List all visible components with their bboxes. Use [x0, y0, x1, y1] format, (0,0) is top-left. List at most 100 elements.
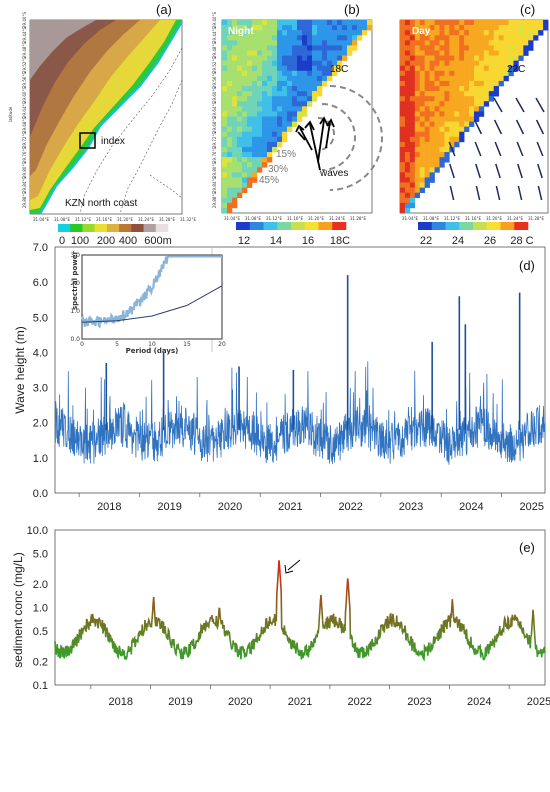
- sst-cell: [404, 101, 411, 107]
- sst-cell: [503, 55, 509, 61]
- sst-cell: [459, 116, 465, 122]
- sst-cell: [538, 20, 544, 26]
- sst-cell: [232, 35, 238, 41]
- sst-cell: [287, 25, 293, 31]
- sst-cell: [528, 20, 534, 26]
- sst-cell: [282, 65, 288, 72]
- sst-cell: [424, 96, 430, 102]
- sst-cell: [434, 35, 440, 41]
- sst-cell: [272, 131, 278, 138]
- sst-cell: [424, 75, 430, 82]
- sst-cell: [400, 162, 406, 168]
- sst-cell: [242, 70, 248, 77]
- sst-cell: [227, 30, 233, 36]
- sst-cell: [232, 162, 238, 168]
- sst-cell: [302, 20, 308, 26]
- sst-cell: [282, 126, 288, 133]
- sst-cell: [337, 60, 343, 67]
- sst-cell: [454, 30, 460, 36]
- sst-cell: [287, 101, 293, 107]
- sst-cell: [282, 40, 288, 46]
- sst-cell: [464, 106, 470, 112]
- sst-cell: [400, 111, 406, 117]
- sst-cell: [419, 101, 425, 107]
- sst-cell: [272, 126, 278, 133]
- sst-cell: [257, 20, 263, 26]
- sst-cell: [247, 86, 253, 92]
- sst-cell: [444, 91, 450, 97]
- sst-cell: [434, 111, 440, 117]
- sst-cell: [478, 40, 485, 46]
- wave-x-tick: 2025: [519, 501, 543, 513]
- sst-cell: [478, 91, 485, 97]
- sst-cell: [312, 96, 318, 102]
- sst-cell: [257, 55, 263, 61]
- sst-cell: [302, 101, 308, 107]
- sst-cell: [508, 20, 514, 26]
- sst-cell: [404, 121, 411, 127]
- sst-cell: [483, 25, 490, 31]
- sst-cell: [429, 177, 435, 183]
- colorbar-tick: 14: [270, 235, 282, 247]
- sst-cell: [434, 40, 440, 46]
- sst-cell: [227, 101, 233, 107]
- sst-cell: [287, 50, 293, 56]
- map-ylabel: latitude: [8, 106, 13, 122]
- sst-cell: [297, 50, 303, 56]
- legend-swatch: [119, 224, 132, 232]
- sst-cell: [424, 25, 430, 31]
- sst-cell: [400, 75, 406, 82]
- sst-cell: [222, 167, 228, 173]
- sst-cell: [488, 25, 495, 31]
- sst-cell: [538, 30, 544, 36]
- sst-cell: [404, 106, 411, 112]
- wave-y-tick: 5.0: [33, 312, 48, 324]
- current-arrow: [537, 185, 543, 201]
- sst-cell: [272, 141, 278, 148]
- sst-cell: [409, 96, 416, 102]
- sst-cell: [222, 172, 228, 178]
- sst-cell: [247, 157, 253, 163]
- sst-cell: [488, 96, 495, 102]
- wave-y-tick: 3.0: [33, 383, 48, 395]
- sst-cell: [227, 40, 233, 46]
- sst-cell: [414, 96, 421, 102]
- sst-cell: [322, 60, 328, 67]
- sst-cell: [257, 157, 263, 163]
- sst-cell: [488, 55, 495, 61]
- sst-cell: [227, 126, 233, 133]
- sst-cell: [242, 101, 248, 107]
- sst-cell: [242, 30, 248, 36]
- region-label: KZN north coast: [65, 198, 137, 209]
- sst-cell: [222, 101, 228, 107]
- sst-cell: [352, 30, 358, 36]
- sst-cell: [404, 152, 411, 158]
- sst-cell: [292, 101, 298, 107]
- sst-cell: [469, 25, 475, 31]
- sst-cell: [327, 20, 333, 26]
- sst-cell: [513, 35, 519, 41]
- sst-cell: [414, 55, 421, 61]
- map-lat-tick: 29.76°S: [22, 147, 27, 163]
- sst-cell: [454, 116, 460, 122]
- sst-cell: [277, 131, 283, 138]
- sediment-y-ticks: 0.1 0.2 0.5 1.0 2.0 5.0 10.0: [27, 525, 48, 692]
- sst-cell: [508, 25, 514, 31]
- sst-cell: [454, 60, 460, 67]
- colorbar-swatch: [291, 222, 306, 230]
- sst-cell: [429, 86, 435, 92]
- sst-cell: [267, 80, 273, 87]
- sst-cell: [478, 86, 485, 92]
- colorbar-tick: 18C: [330, 235, 350, 247]
- ring-inner: [317, 117, 335, 151]
- sst-cell: [292, 55, 298, 61]
- sst-cell: [464, 65, 470, 72]
- sst-cell: [317, 35, 323, 41]
- sst-cell: [242, 146, 248, 153]
- sst-cell: [272, 146, 278, 153]
- wave-line: [54, 361, 546, 465]
- sst-cell: [262, 106, 268, 112]
- wave-y-tick: 1.0: [33, 453, 48, 465]
- sst-cell: [518, 50, 524, 56]
- colorbar-swatch: [514, 222, 529, 230]
